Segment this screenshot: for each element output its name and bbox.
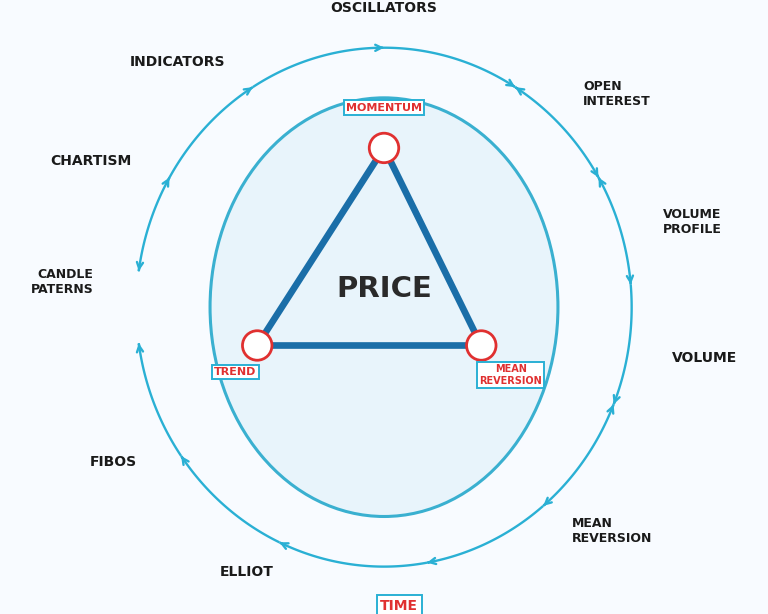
Text: FIBOS: FIBOS <box>89 455 137 469</box>
Text: ELLIOT: ELLIOT <box>220 565 274 579</box>
Circle shape <box>243 331 272 360</box>
Circle shape <box>466 331 496 360</box>
Text: VOLUME
PROFILE: VOLUME PROFILE <box>663 208 722 236</box>
Text: TIME: TIME <box>380 599 419 613</box>
Text: PRICE: PRICE <box>336 276 432 303</box>
Text: MOMENTUM: MOMENTUM <box>346 103 422 113</box>
Text: CHARTISM: CHARTISM <box>50 154 131 168</box>
Text: MEAN
REVERSION: MEAN REVERSION <box>571 517 652 545</box>
Text: TREND: TREND <box>214 367 257 377</box>
Circle shape <box>369 133 399 163</box>
Ellipse shape <box>210 98 558 516</box>
Text: VOLUME: VOLUME <box>671 351 737 365</box>
Text: OSCILLATORS: OSCILLATORS <box>330 1 438 15</box>
Text: CANDLE
PATERNS: CANDLE PATERNS <box>31 268 93 296</box>
Text: INDICATORS: INDICATORS <box>130 55 225 69</box>
Text: MEAN
REVERSION: MEAN REVERSION <box>479 364 542 386</box>
Text: OPEN
INTEREST: OPEN INTEREST <box>583 80 650 107</box>
